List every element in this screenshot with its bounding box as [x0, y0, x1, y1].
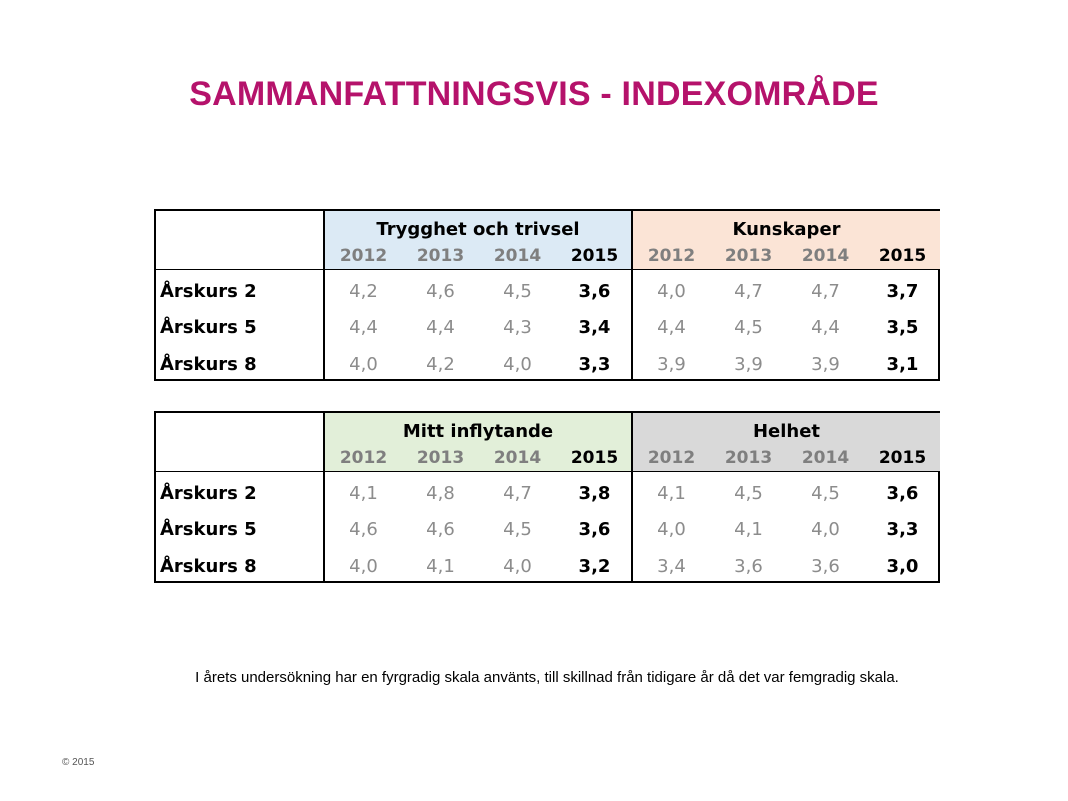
group-title: Helhet [752, 421, 821, 442]
row-label: Årskurs 2 [160, 281, 257, 302]
value-cell: 3,6 [886, 483, 919, 504]
value-cell: 3,3 [886, 519, 919, 540]
value-cell: 3,9 [811, 354, 840, 375]
year-header: 2014 [801, 448, 850, 468]
value-cell: 3,9 [734, 354, 763, 375]
group-header-band [633, 211, 940, 269]
value-cell: 3,6 [811, 556, 840, 577]
year-header: 2012 [647, 246, 696, 266]
group-header-band [325, 211, 631, 269]
row-label: Årskurs 2 [160, 483, 257, 504]
value-cell: 3,4 [657, 556, 686, 577]
summary-table-1: Trygghet och trivsel 2012 2013 2014 2015 4,2 4… [154, 209, 940, 381]
column-divider [323, 209, 325, 381]
value-cell: 3,1 [886, 354, 919, 375]
value-cell: 3,5 [886, 317, 919, 338]
value-cell: 4,7 [811, 281, 840, 302]
value-cell: 4,0 [657, 281, 686, 302]
header-divider [156, 471, 938, 472]
value-cell: 4,6 [426, 519, 455, 540]
year-header: 2014 [493, 246, 542, 266]
group-title: Mitt inflytande [402, 421, 554, 442]
value-cell: 4,1 [734, 519, 763, 540]
value-cell: 4,4 [657, 317, 686, 338]
page-title: SAMMANFATTNINGSVIS - INDEXOMRÅDE [189, 75, 879, 113]
value-cell: 4,5 [811, 483, 840, 504]
row-label: Årskurs 5 [160, 317, 257, 338]
value-cell: 4,0 [811, 519, 840, 540]
value-cell: 4,5 [734, 317, 763, 338]
value-cell: 4,7 [503, 483, 532, 504]
column-divider [323, 411, 325, 583]
value-cell: 4,2 [426, 354, 455, 375]
value-cell: 3,6 [578, 519, 611, 540]
value-cell: 4,7 [734, 281, 763, 302]
value-cell: 4,4 [349, 317, 378, 338]
header-divider [156, 269, 938, 270]
value-cell: 4,0 [349, 556, 378, 577]
year-header: 2013 [416, 448, 465, 468]
column-divider [631, 411, 633, 583]
value-cell: 4,1 [657, 483, 686, 504]
group-title: Kunskaper [732, 219, 841, 240]
year-header: 2014 [493, 448, 542, 468]
copyright: © 2015 [62, 757, 95, 768]
value-cell: 3,7 [886, 281, 919, 302]
value-cell: 4,3 [503, 317, 532, 338]
row-label: Årskurs 8 [160, 556, 257, 577]
value-cell: 4,4 [811, 317, 840, 338]
year-header: 2013 [724, 448, 773, 468]
value-cell: 3,2 [578, 556, 611, 577]
value-cell: 4,0 [657, 519, 686, 540]
value-cell: 4,8 [426, 483, 455, 504]
value-cell: 3,0 [886, 556, 919, 577]
row-label: Årskurs 5 [160, 519, 257, 540]
value-cell: 4,0 [503, 556, 532, 577]
summary-table-2: Mitt inflytande 2012 2013 2014 2015 4,1 4,8 4,7… [154, 411, 940, 583]
year-header: 2013 [416, 246, 465, 266]
value-cell: 3,8 [578, 483, 611, 504]
column-divider [631, 209, 633, 381]
row-label: Årskurs 8 [160, 354, 257, 375]
value-cell: 4,5 [734, 483, 763, 504]
year-header: 2012 [339, 448, 388, 468]
group-header-band [325, 413, 631, 471]
value-cell: 4,6 [349, 519, 378, 540]
value-cell: 4,5 [503, 519, 532, 540]
value-cell: 4,0 [349, 354, 378, 375]
value-cell: 4,2 [349, 281, 378, 302]
year-header: 2015 [570, 448, 619, 468]
year-header: 2012 [647, 448, 696, 468]
year-header: 2015 [570, 246, 619, 266]
year-header: 2014 [801, 246, 850, 266]
group-header-band [633, 413, 940, 471]
value-cell: 4,6 [426, 281, 455, 302]
value-cell: 3,9 [657, 354, 686, 375]
value-cell: 4,1 [426, 556, 455, 577]
footnote: I årets undersökning har en fyrgradig sk… [195, 669, 899, 686]
year-header: 2015 [878, 448, 927, 468]
value-cell: 4,1 [349, 483, 378, 504]
value-cell: 3,6 [578, 281, 611, 302]
year-header: 2013 [724, 246, 773, 266]
year-header: 2015 [878, 246, 927, 266]
value-cell: 4,0 [503, 354, 532, 375]
year-header: 2012 [339, 246, 388, 266]
value-cell: 3,6 [734, 556, 763, 577]
value-cell: 4,4 [426, 317, 455, 338]
group-title: Trygghet och trivsel [376, 219, 580, 240]
value-cell: 4,5 [503, 281, 532, 302]
value-cell: 3,4 [578, 317, 611, 338]
value-cell: 3,3 [578, 354, 611, 375]
